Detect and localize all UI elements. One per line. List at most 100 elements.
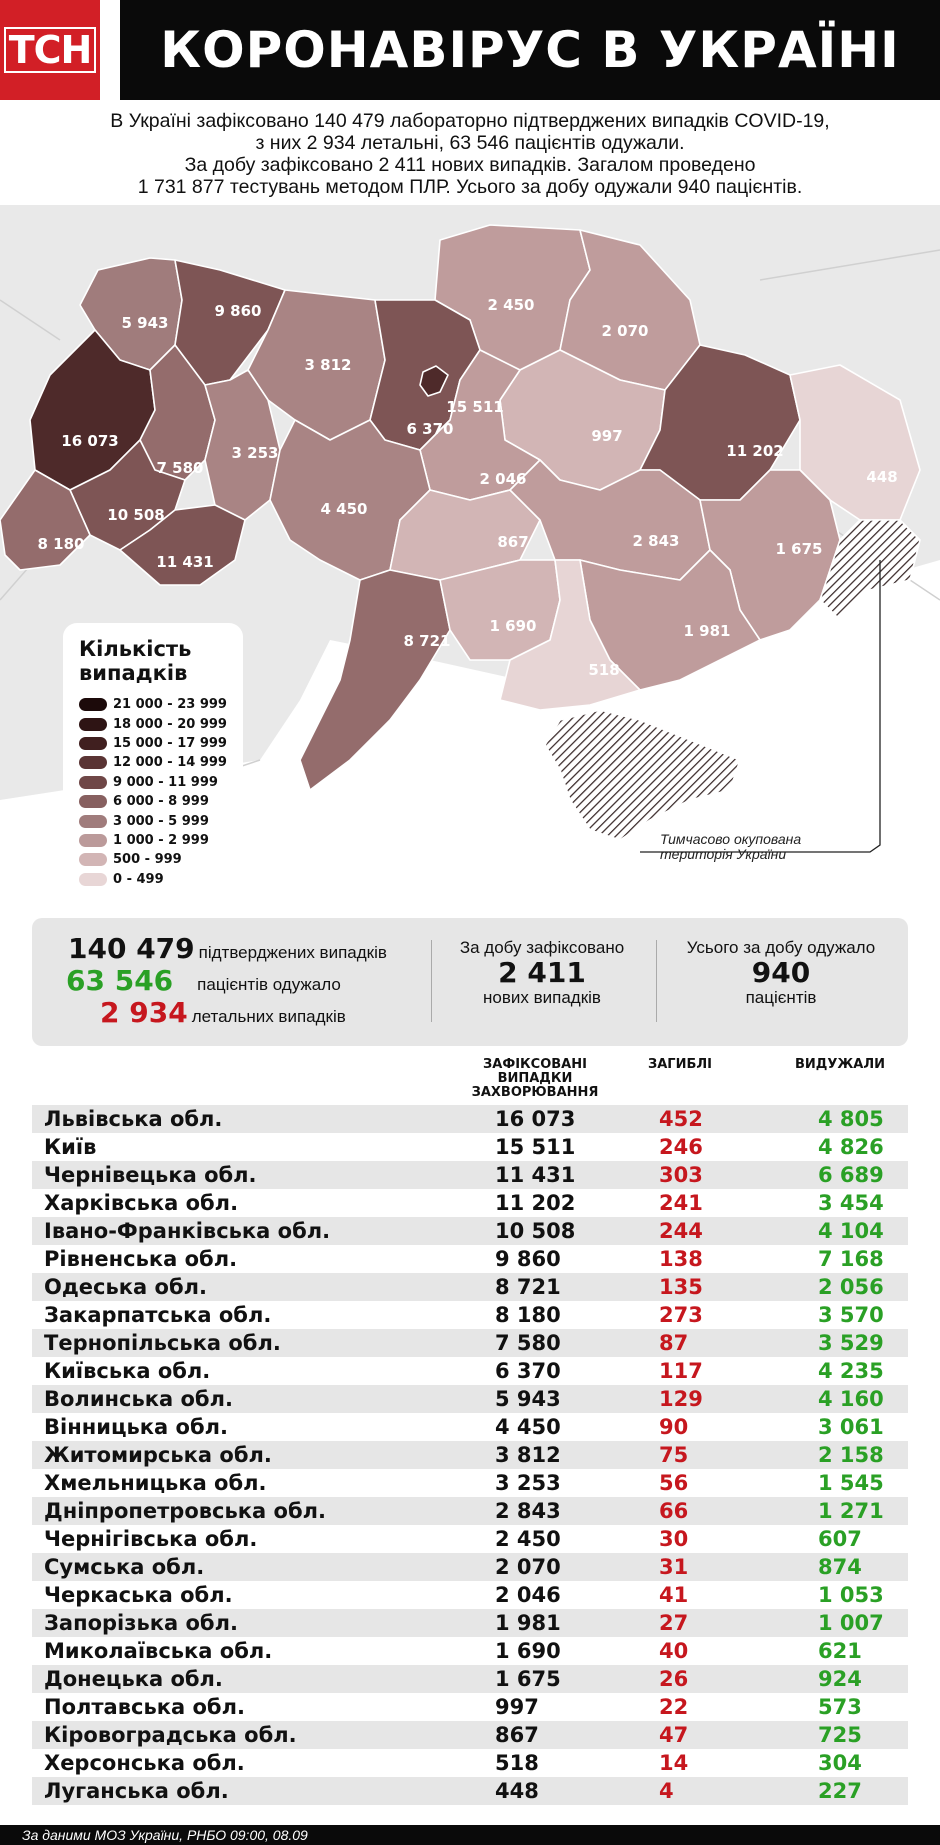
col-header-recovered: ВИДУЖАЛИ [794, 1057, 886, 1072]
recovered-cell: 4 235 [818, 1359, 884, 1383]
cases-cell: 2 843 [495, 1499, 561, 1523]
deaths-cell: 4 [659, 1779, 674, 1803]
deaths-count: 2 934 [100, 996, 188, 1029]
source-footer: За даними МОЗ України, РНБО 09:00, 08.09 [0, 1825, 940, 1845]
table-row: Чернігівська обл. 2 450 30 607 [32, 1525, 908, 1553]
recovered-cell: 1 007 [818, 1611, 884, 1635]
page-title: КОРОНАВІРУС В УКРАЇНІ [160, 21, 900, 79]
region-name: Рівненська обл. [44, 1247, 238, 1271]
region-ivano-frankivsk[interactable] [69, 439, 186, 551]
table-row: Миколаївська обл. 1 690 40 621 [32, 1637, 908, 1665]
occupied-pointer-line [640, 560, 881, 853]
table-row: Закарпатська обл. 8 180 273 3 570 [32, 1301, 908, 1329]
deaths-cell: 75 [659, 1443, 689, 1467]
recovered-cell: 6 689 [818, 1163, 884, 1187]
table-row: Одеська обл. 8 721 135 2 056 [32, 1273, 908, 1301]
table-row: Сумська обл. 2 070 31 874 [32, 1553, 908, 1581]
cases-cell: 11 431 [495, 1163, 576, 1187]
table-row: Вінницька обл. 4 450 90 3 061 [32, 1413, 908, 1441]
deaths-row: 2 934 летальних випадків [100, 996, 346, 1029]
recovered-cell: 874 [818, 1555, 862, 1579]
recovered-cell: 3 570 [818, 1303, 884, 1327]
cases-cell: 997 [495, 1695, 539, 1719]
table-row: Дніпропетровська обл. 2 843 66 1 271 [32, 1497, 908, 1525]
regions-table: Львівська обл. 16 073 452 4 805 Київ 15 511 24… [32, 1105, 908, 1805]
deaths-label: летальних випадків [191, 1007, 346, 1026]
ukraine-map: 5 943 9 860 3 812 2 450 2 070 16 073 7 5… [0, 205, 940, 920]
region-name: Київська обл. [44, 1359, 211, 1383]
table-row: Хмельницька обл. 3 253 56 1 545 [32, 1469, 908, 1497]
map-label: 7 580 [157, 459, 204, 477]
legend-item: 9 000 - 11 999 [79, 773, 227, 792]
region-kherson[interactable] [499, 559, 641, 711]
deaths-cell: 303 [659, 1163, 703, 1187]
intro-text: В Україні зафіксовано 140 479 лабораторн… [20, 110, 920, 198]
deaths-cell: 66 [659, 1499, 689, 1523]
table-row: Київ 15 511 246 4 826 [32, 1133, 908, 1161]
region-name: Волинська обл. [44, 1387, 233, 1411]
cases-cell: 6 370 [495, 1359, 561, 1383]
map-label: 3 253 [232, 444, 279, 462]
table-row: Житомирська обл. 3 812 75 2 158 [32, 1441, 908, 1469]
daily-count: 2 411 [498, 956, 586, 989]
region-name: Сумська обл. [44, 1555, 205, 1579]
deaths-cell: 117 [659, 1359, 703, 1383]
table-row: Харківська обл. 11 202 241 3 454 [32, 1189, 908, 1217]
recovered-count: 63 546 [66, 964, 174, 997]
map-legend: Кількість випадків 21 000 - 23 999 18 000 … [63, 623, 243, 895]
legend-label: 6 000 - 8 999 [113, 794, 209, 810]
deaths-cell: 452 [659, 1107, 703, 1131]
deaths-cell: 246 [659, 1135, 703, 1159]
legend-item: 21 000 - 23 999 [79, 695, 227, 714]
deaths-cell: 30 [659, 1527, 689, 1551]
cases-cell: 2 450 [495, 1527, 561, 1551]
col-header-line: ВИПАДКИ [497, 1071, 573, 1086]
title-bar: КОРОНАВІРУС В УКРАЇНІ [120, 0, 940, 100]
region-chernivtsi[interactable] [119, 504, 246, 586]
recovered-cell: 227 [818, 1779, 862, 1803]
region-name: Вінницька обл. [44, 1415, 228, 1439]
recovered-cell: 607 [818, 1527, 862, 1551]
legend-label: 500 - 999 [113, 852, 182, 868]
recovered-cell: 621 [818, 1639, 862, 1663]
legend-title-line: Кількість [79, 637, 192, 661]
cases-cell: 518 [495, 1751, 539, 1775]
region-kyiv-city[interactable] [419, 365, 449, 397]
recovered-cell: 4 160 [818, 1387, 884, 1411]
map-label: 6 370 [407, 420, 454, 438]
deaths-cell: 31 [659, 1555, 689, 1579]
recovered-cell: 4 826 [818, 1135, 884, 1159]
logo-text: ТСН [3, 27, 97, 73]
legend-item: 6 000 - 8 999 [79, 792, 227, 811]
cases-cell: 16 073 [495, 1107, 576, 1131]
deaths-cell: 40 [659, 1639, 689, 1663]
map-label: 9 860 [215, 302, 262, 320]
legend-label: 0 - 499 [113, 871, 164, 887]
legend-item: 12 000 - 14 999 [79, 753, 227, 772]
map-label: 2 450 [488, 296, 535, 314]
intro-line: 1 731 877 тестувань методом ПЛР. Усього … [137, 176, 803, 198]
col-header-deaths: ЗАГИБЛІ [647, 1057, 712, 1072]
map-label: 8 180 [38, 535, 85, 553]
region-name: Чернігівська обл. [44, 1527, 258, 1551]
recovered-cell: 1 053 [818, 1583, 884, 1607]
daily-sub: нових випадків [483, 988, 601, 1007]
cases-cell: 3 253 [495, 1471, 561, 1495]
map-label: 11 431 [156, 553, 213, 571]
recovered-cell: 3 529 [818, 1331, 884, 1355]
legend-swatch [79, 814, 107, 828]
map-label: 11 202 [726, 442, 783, 460]
legend-title: Кількість випадків [79, 637, 227, 685]
recovered-cell: 1 271 [818, 1499, 884, 1523]
col-header-line: ЗАФІКСОВАНІ [483, 1057, 587, 1072]
region-name: Луганська обл. [44, 1779, 229, 1803]
region-zakarpattia[interactable] [0, 469, 91, 571]
region-name: Дніпропетровська обл. [44, 1499, 326, 1523]
region-name: Закарпатська обл. [44, 1303, 272, 1327]
tsn-logo[interactable]: ТСН [0, 0, 100, 100]
region-ternopil[interactable] [139, 344, 216, 481]
cases-cell: 5 943 [495, 1387, 561, 1411]
region-name: Київ [44, 1135, 97, 1159]
map-label: 3 812 [305, 356, 352, 374]
cases-cell: 1 675 [495, 1667, 561, 1691]
